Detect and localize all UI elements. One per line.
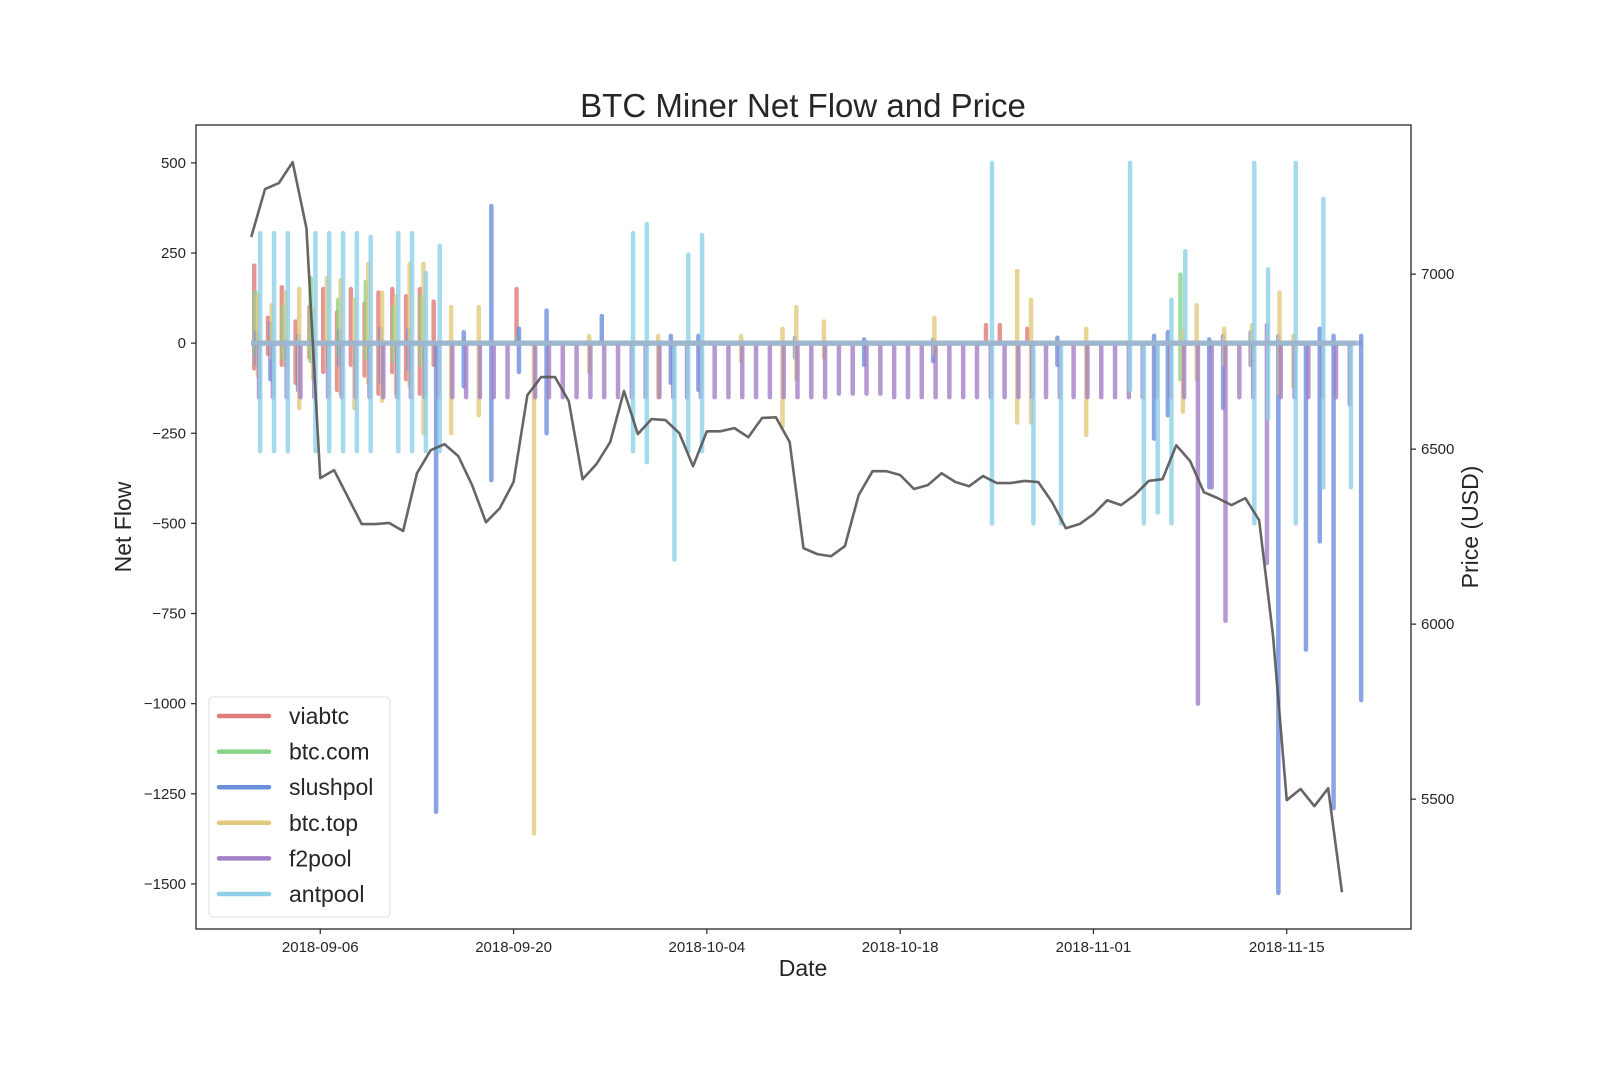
legend-label-slushpol: slushpol [289, 774, 373, 800]
legend-label-antpool: antpool [289, 881, 364, 907]
y-axis-label: Net Flow [110, 481, 136, 572]
x-tick-label: 2018-09-06 [282, 939, 359, 956]
plot-frame [195, 124, 1412, 930]
x-tick-label: 2018-11-15 [1249, 939, 1325, 956]
legend-label-f2pool: f2pool [289, 845, 352, 871]
y-tick-label: −500 [152, 515, 186, 532]
x-tick-label: 2018-11-01 [1056, 939, 1132, 956]
left-axis-ticks: 500 250 0 −250 −500 −750 −1000 −1250 −1500 [144, 155, 196, 893]
y-right-tick-label: 5500 [1421, 791, 1454, 808]
x-tick-label: 2018-10-18 [862, 939, 939, 956]
x-tick-label: 2018-10-04 [668, 939, 745, 956]
y-tick-label: −750 [152, 606, 186, 623]
legend-label-btc-com: btc.com [289, 739, 370, 765]
bars-layer [251, 160, 1364, 896]
y-right-tick-label: 6000 [1421, 616, 1454, 633]
x-axis-label: Date [779, 955, 828, 981]
price-layer [249, 160, 1344, 893]
price-line [249, 160, 1344, 893]
legend: viabtc btc.com slushpol btc.top f2pool antpoo… [208, 696, 391, 918]
right-axis-ticks: 7000 6500 6000 5500 [1411, 266, 1454, 808]
y-axis-right-label: Price (USD) [1457, 466, 1483, 589]
y-tick-label: 0 [178, 335, 186, 352]
y-tick-label: −250 [152, 425, 186, 442]
chart-title: BTC Miner Net Flow and Price [580, 87, 1026, 124]
x-tick-label: 2018-09-20 [475, 939, 552, 956]
y-tick-label: −1250 [144, 786, 186, 803]
legend-label-viabtc: viabtc [289, 703, 349, 729]
y-right-tick-label: 6500 [1421, 441, 1454, 458]
legend-label-btc-top: btc.top [289, 810, 358, 836]
y-tick-label: −1500 [144, 876, 186, 893]
y-tick-label: 250 [161, 245, 186, 262]
y-tick-label: 500 [161, 155, 186, 172]
y-tick-label: −1000 [144, 696, 186, 713]
y-right-tick-label: 7000 [1421, 266, 1454, 283]
x-axis-ticks: 2018-09-06 2018-09-20 2018-10-04 2018-10-18… [282, 929, 1325, 956]
